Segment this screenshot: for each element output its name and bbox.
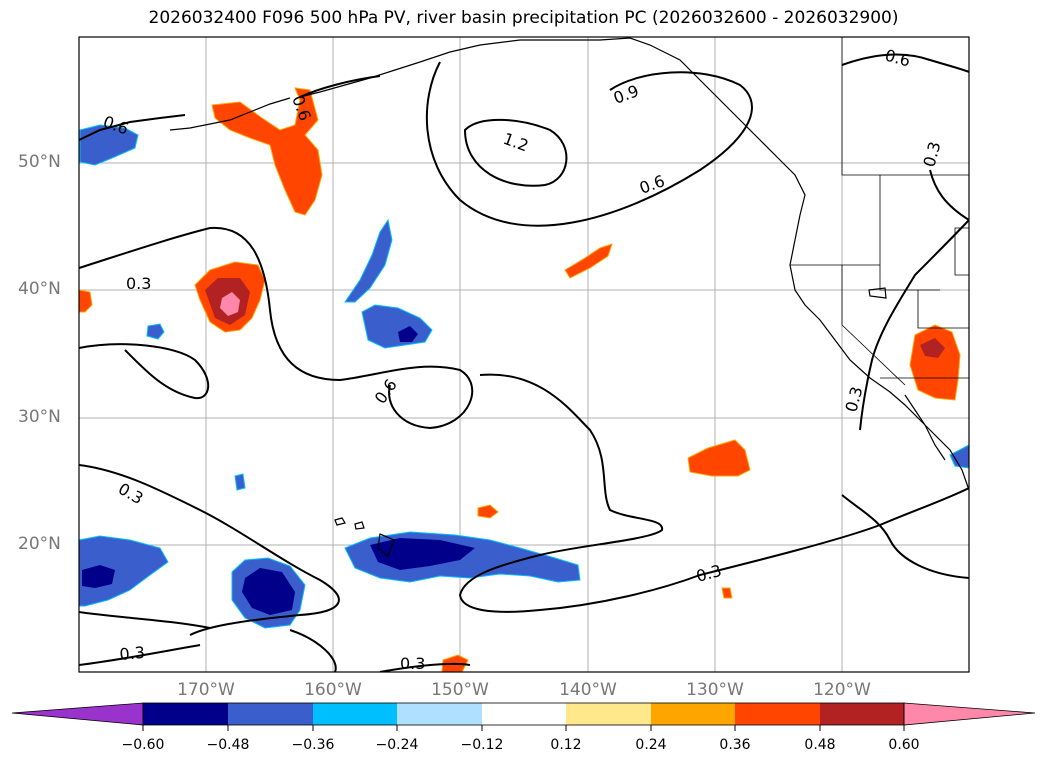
colorbar-segment	[735, 703, 820, 725]
colorbar	[11, 702, 1036, 731]
colorbar-segment	[397, 703, 482, 725]
precip-negative-region	[344, 218, 393, 303]
colorbar-tick-label: 0.48	[804, 737, 836, 753]
pv-contour	[379, 662, 471, 672]
borders	[790, 37, 969, 386]
pv-contour	[859, 219, 969, 431]
colorbar-segment	[313, 703, 397, 725]
lat-label: 20°N	[18, 534, 61, 554]
map-title: 2026032400 F096 500 hPa PV, river basin …	[148, 8, 899, 28]
precip-positive-region	[211, 87, 323, 216]
pv-contour	[79, 114, 186, 141]
colorbar-tick-label: −0.24	[375, 737, 419, 753]
colorbar-segment	[820, 703, 904, 725]
lat-label: 30°N	[18, 407, 61, 427]
precip-positive-region	[564, 243, 613, 279]
colorbar-tick-label: −0.60	[121, 737, 165, 753]
colorbar-tick-label: −0.12	[460, 737, 504, 753]
map-panel	[79, 37, 969, 672]
colorbar-tick-label: 0.60	[888, 737, 920, 753]
precip-positive-peak	[220, 292, 240, 316]
precip-positive-region	[477, 504, 499, 519]
lon-label: 170°W	[177, 680, 235, 700]
precip-negative-region	[146, 323, 165, 340]
precip-negative-region	[79, 535, 169, 607]
precip-negative-region	[234, 473, 246, 491]
precip-negative-core	[82, 565, 115, 588]
lon-label: 120°W	[813, 680, 871, 700]
precip-positive-region	[721, 587, 733, 599]
precip-fill	[79, 87, 969, 672]
pv-contour	[79, 343, 210, 400]
lat-label: 40°N	[18, 279, 61, 299]
pv-contour	[463, 118, 568, 187]
colorbar-tick-label: −0.48	[206, 737, 250, 753]
pv-contour	[289, 629, 337, 672]
colorbar-segment	[228, 703, 313, 725]
pv-contour	[79, 611, 211, 629]
contour-label: 0.3	[400, 654, 425, 673]
colorbar-tick-label: 0.24	[635, 737, 667, 753]
pv-contour	[299, 75, 381, 98]
colorbar-tick-label: 0.36	[719, 737, 751, 753]
pv-contour	[458, 373, 969, 613]
lon-label: 140°W	[559, 680, 617, 700]
lon-label: 160°W	[304, 680, 362, 700]
colorbar-extend-min	[11, 702, 144, 726]
colorbar-segment	[651, 703, 735, 725]
colorbar-segment	[143, 703, 228, 725]
coastlines	[169, 37, 969, 557]
pv-contour	[425, 61, 753, 227]
pv-contour	[79, 226, 474, 430]
precip-negative-region	[79, 124, 139, 166]
colorbar-segment	[482, 703, 566, 725]
lon-label: 150°W	[431, 680, 489, 700]
colorbar-tick-label: −0.36	[291, 737, 335, 753]
pv-contour	[929, 169, 969, 221]
precip-positive-core	[920, 338, 945, 358]
contour-label: 0.3	[119, 643, 146, 664]
precip-negative-core	[370, 538, 475, 570]
pv-contours	[79, 53, 969, 672]
lon-label: 130°W	[686, 680, 744, 700]
precip-positive-region	[687, 439, 751, 477]
lat-label: 50°N	[18, 152, 61, 172]
precip-negative-region	[949, 444, 969, 469]
colorbar-extend-max	[903, 702, 1036, 726]
precip-positive-region	[79, 289, 93, 313]
contour-label: 0.3	[126, 274, 151, 293]
precip-negative-core	[242, 568, 295, 615]
colorbar-segment	[566, 703, 651, 725]
pv-contour	[841, 494, 969, 579]
precip-positive-region	[909, 324, 961, 401]
pv-contour	[841, 53, 969, 73]
colorbar-tick-label: 0.12	[550, 737, 582, 753]
pv-contour	[79, 644, 201, 666]
map-frame	[78, 36, 970, 673]
precip-negative-core	[398, 326, 418, 342]
pv-contour	[79, 464, 340, 636]
